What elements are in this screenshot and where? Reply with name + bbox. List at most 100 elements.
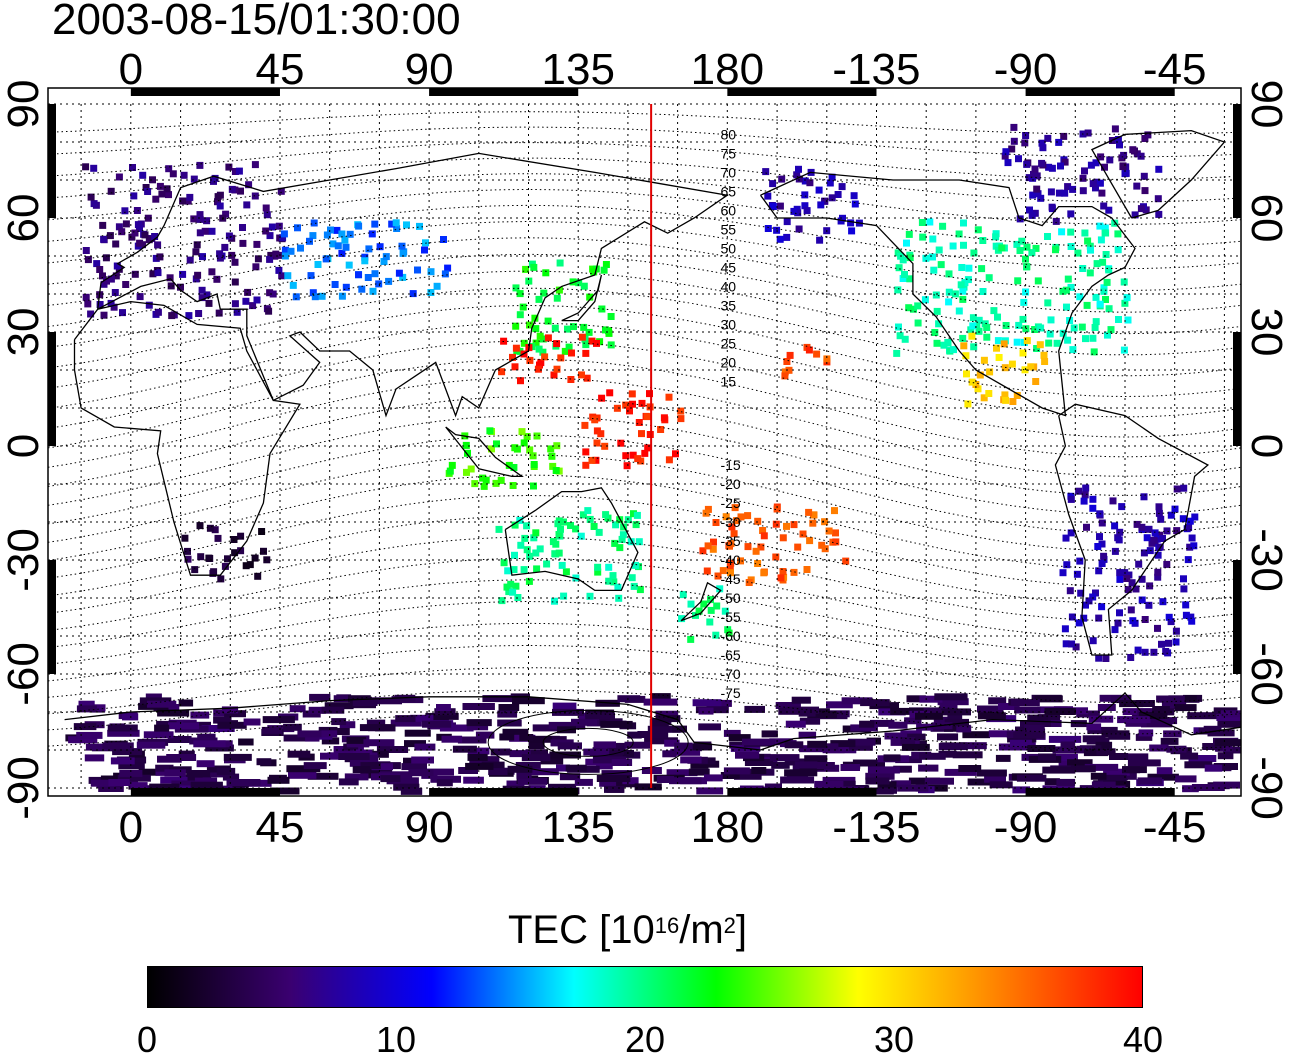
tec-cell (509, 482, 517, 489)
tec-cell (1111, 125, 1119, 133)
tec-cell (544, 317, 552, 325)
tec-cell (978, 265, 986, 273)
tec-cell (1216, 714, 1241, 721)
tec-cell (338, 292, 346, 300)
tec-cell (1064, 336, 1072, 344)
tec-cell (908, 777, 940, 785)
tec-cell (535, 345, 543, 353)
tec-cell (1140, 493, 1148, 501)
contour-label: 75 (720, 145, 736, 161)
tec-cell (1092, 159, 1100, 167)
tec-cell (795, 175, 803, 183)
tec-cell (1019, 315, 1027, 323)
frame-bar (727, 788, 877, 796)
tec-cell (408, 769, 434, 777)
tec-cell (581, 421, 589, 429)
tec-cell (253, 296, 261, 304)
tec-cell (1082, 601, 1089, 609)
tec-cell (1033, 185, 1041, 193)
tec-cell (1137, 152, 1145, 160)
frame-bar (130, 788, 280, 796)
tec-cell (231, 168, 239, 175)
tec-cell (1152, 706, 1170, 713)
tec-cell (96, 301, 104, 308)
tec-cell (630, 510, 637, 518)
tec-cell (551, 597, 558, 605)
tec-cell (994, 313, 1001, 321)
tec-cell (764, 192, 772, 200)
tec-cell (516, 771, 532, 779)
tec-cell (998, 703, 1020, 710)
tec-cell (635, 538, 643, 546)
tec-cell (294, 224, 301, 232)
tec-cell (197, 733, 216, 741)
tec-cell (464, 449, 471, 457)
tec-cell (279, 234, 287, 242)
tec-cell (222, 210, 230, 218)
tec-cell (1064, 275, 1072, 283)
tec-cell (206, 524, 214, 532)
tec-cell (344, 773, 369, 781)
tec-cell (665, 456, 673, 464)
tec-cell (499, 733, 515, 741)
tec-cell (728, 734, 751, 742)
tec-cell (903, 239, 910, 247)
tec-cell (821, 518, 829, 526)
tec-cell (1118, 503, 1126, 511)
tec-cell (198, 294, 206, 302)
tec-cell (1058, 228, 1066, 236)
tec-cell (1027, 745, 1056, 752)
tec-cell (945, 288, 953, 296)
contour-label: -60 (720, 628, 740, 644)
tec-cell (338, 778, 359, 786)
tec-cell (403, 221, 410, 229)
tec-cell (310, 219, 318, 227)
tec-cell (557, 525, 564, 533)
tec-cell (130, 192, 138, 200)
tec-cell (1102, 296, 1109, 303)
tec-cell (677, 415, 685, 423)
tec-cell (202, 770, 225, 778)
tec-cell (1127, 606, 1135, 614)
tec-cell (865, 772, 895, 780)
tec-cell (1124, 316, 1132, 324)
tec-cell (1081, 491, 1089, 499)
contour-label: 55 (720, 221, 736, 237)
tec-cell (960, 219, 967, 227)
tec-cell (1087, 161, 1095, 169)
tec-cell (441, 735, 463, 743)
tec-cell (762, 168, 770, 176)
tec-cell (636, 586, 644, 594)
tec-cell (630, 582, 638, 590)
tec-cell (448, 461, 456, 469)
tec-cell (395, 269, 403, 277)
tec-cell (1174, 704, 1197, 712)
tec-cell (1038, 139, 1046, 147)
tec-cell (901, 335, 909, 343)
tec-cell (915, 712, 943, 720)
tec-cell (425, 712, 459, 720)
tec-cell (1029, 191, 1037, 199)
bottom-lon-tick-label: 90 (405, 803, 454, 852)
tec-cell (929, 253, 936, 261)
tec-cell (560, 518, 567, 526)
tec-cell (1053, 339, 1061, 347)
tec-cell (1060, 132, 1068, 140)
tec-cell (1089, 334, 1097, 342)
tec-cell (933, 716, 953, 724)
tec-cell (122, 220, 130, 228)
tec-cell (76, 705, 97, 713)
top-lon-tick-label: 180 (691, 45, 764, 94)
tec-cell (1083, 301, 1091, 309)
tec-cell (525, 277, 533, 285)
contour-label: 35 (720, 297, 736, 313)
colorbar-title-exp1: 16 (654, 913, 680, 938)
tec-cell (611, 759, 633, 766)
tec-cell (213, 716, 232, 724)
tec-cell (906, 275, 914, 283)
tec-cell (1074, 249, 1082, 257)
tec-cell (602, 326, 609, 334)
tec-cell (1101, 163, 1108, 171)
tec-cell (984, 775, 1006, 783)
tec-cell (690, 761, 709, 769)
